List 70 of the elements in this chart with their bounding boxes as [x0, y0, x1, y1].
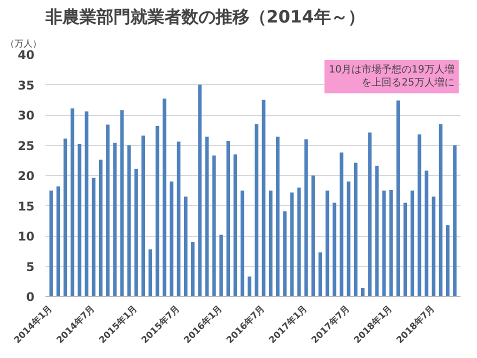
bar — [134, 168, 138, 296]
bar — [84, 111, 88, 296]
bar — [191, 242, 195, 296]
bar — [432, 196, 436, 296]
bar — [234, 154, 238, 296]
bar — [297, 188, 301, 296]
bar — [346, 182, 350, 296]
bar — [64, 138, 68, 296]
y-tick-label: 15 — [18, 199, 35, 214]
bar — [120, 110, 124, 296]
bar — [184, 196, 188, 296]
bar — [248, 276, 252, 296]
bar — [212, 156, 216, 296]
bar — [326, 190, 330, 296]
bar — [446, 225, 450, 296]
bar — [290, 192, 294, 296]
bar — [56, 186, 60, 296]
bar — [113, 142, 117, 296]
bar — [368, 132, 372, 296]
bar — [141, 136, 145, 296]
bar — [304, 139, 308, 296]
bar — [254, 124, 258, 296]
bar — [354, 162, 358, 296]
bar — [311, 176, 315, 296]
y-tick-label: 0 — [26, 290, 35, 304]
bar — [375, 166, 379, 296]
bar — [92, 178, 96, 296]
bar — [148, 249, 152, 296]
bar — [240, 190, 244, 296]
bar — [205, 136, 209, 296]
bar — [382, 190, 386, 296]
y-tick-label: 20 — [18, 169, 35, 183]
bar — [162, 98, 166, 296]
bar — [170, 182, 174, 296]
annotation: 10月は市場予想の19万人増を上回る25万人増に — [328, 64, 454, 89]
bar — [389, 190, 393, 296]
bar — [262, 100, 266, 296]
bar — [226, 141, 230, 296]
bar — [156, 126, 160, 296]
bar — [70, 108, 74, 296]
bar — [340, 152, 344, 296]
bar — [219, 234, 223, 296]
bar — [49, 190, 53, 296]
bar — [127, 145, 131, 296]
bar — [283, 211, 287, 296]
bar — [318, 252, 322, 296]
y-tick-label: 10 — [18, 230, 35, 244]
bar — [106, 124, 110, 296]
bar — [268, 190, 272, 296]
bar — [403, 202, 408, 296]
bar — [424, 170, 428, 296]
y-tick-label: 35 — [18, 78, 35, 92]
bar — [98, 160, 103, 296]
y-tick-label: 40 — [18, 48, 35, 62]
bar — [453, 145, 457, 296]
y-tick-label: 25 — [18, 138, 35, 153]
bar — [176, 142, 180, 296]
bar — [418, 134, 422, 296]
bar — [410, 190, 414, 296]
y-tick-label: 5 — [26, 260, 35, 274]
y-axis-title: （万人） — [6, 38, 42, 50]
bar — [438, 124, 442, 296]
bar — [361, 288, 365, 296]
bar — [78, 144, 82, 296]
y-tick-label: 30 — [18, 108, 35, 122]
bar — [198, 84, 202, 296]
bar — [396, 100, 400, 296]
bar — [332, 202, 336, 296]
chart-title: 非農業部門就業者数の推移（2014年～） — [44, 8, 365, 28]
bar — [276, 136, 280, 296]
